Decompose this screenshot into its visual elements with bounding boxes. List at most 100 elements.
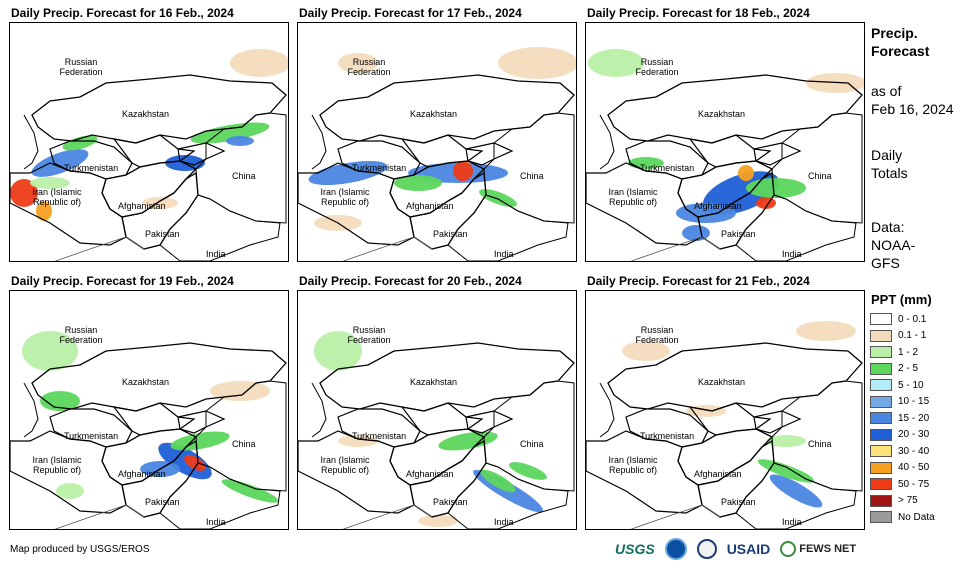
legend-swatch — [870, 313, 892, 325]
caspian-coast — [23, 382, 39, 438]
country-label-russia: Russian Federation — [347, 57, 391, 77]
legend-title: PPT (mm) — [871, 292, 932, 307]
country-label-pakistan: Pakistan — [145, 497, 180, 507]
kyrgyz-tajik-border — [177, 410, 226, 434]
country-label-russia: Russian Federation — [59, 57, 103, 77]
forecast-panel: Daily Precip. Forecast for 18 Feb., 2024… — [585, 6, 865, 262]
arabian-coast — [342, 236, 433, 261]
country-label-afghanistan: Afghanistan — [406, 469, 454, 479]
kyrgyz-tajik-border — [465, 410, 514, 434]
country-label-india: India — [206, 249, 226, 259]
china-border — [195, 380, 287, 492]
caspian-coast — [311, 382, 327, 438]
forecast-panel: Daily Precip. Forecast for 20 Feb., 2024… — [297, 274, 577, 530]
arabian-coast — [54, 504, 145, 529]
legend-label: 0.1 - 1 — [898, 330, 927, 341]
legend-label: 15 - 20 — [898, 412, 930, 424]
china-border — [483, 112, 575, 224]
legend-item: No Data — [870, 510, 935, 524]
iran-border — [586, 430, 703, 514]
arabian-coast — [630, 504, 721, 529]
country-label-kazakhstan: Kazakhstan — [410, 377, 458, 387]
uzbek-border — [400, 402, 484, 436]
sidebar-asof-line1: as of — [871, 83, 902, 99]
country-label-turkmenistan: Turkmenistan — [64, 431, 119, 441]
dos-seal-icon — [696, 539, 717, 559]
uzbek-border — [400, 134, 484, 168]
country-label-russia: Russian Federation — [635, 57, 679, 77]
fews-net-text: FEWS NET — [799, 543, 857, 555]
fews-net-logo: FEWS NET — [780, 541, 856, 557]
legend-item: 0.1 - 1 — [870, 329, 926, 343]
country-label-kazakhstan: Kazakhstan — [410, 109, 458, 119]
legend-item: 40 - 50 — [870, 461, 929, 475]
country-label-kazakhstan: Kazakhstan — [698, 377, 746, 387]
country-label-russia: Russian Federation — [347, 325, 391, 345]
legend-label: > 75 — [898, 495, 918, 506]
precip-map: Russian Federation Kazakhstan Turkmenistan… — [9, 290, 289, 530]
arabian-coast — [630, 236, 721, 261]
country-label-kazakhstan: Kazakhstan — [122, 377, 170, 387]
legend-label: 30 - 40 — [898, 445, 930, 457]
country-label-iran: Iran (Islamic Republic of) — [32, 455, 82, 475]
sidebar-heading-line1: Precip. — [871, 25, 918, 41]
panel-title: Daily Precip. Forecast for 21 Feb., 2024 — [587, 274, 810, 288]
iran-border — [10, 430, 127, 514]
panel-title: Daily Precip. Forecast for 16 Feb., 2024 — [11, 6, 234, 20]
legend-swatch — [870, 494, 892, 507]
country-label-turkmenistan: Turkmenistan — [640, 163, 695, 173]
sidebar-asof-line2: Feb 16, 2024 — [871, 101, 954, 117]
legend-swatch — [870, 346, 892, 358]
legend-item: 50 - 75 — [870, 477, 929, 491]
country-label-kazakhstan: Kazakhstan — [698, 109, 746, 119]
partner-logos: USGS USAID FEWS NET — [615, 538, 856, 560]
country-label-china: China — [520, 439, 544, 449]
country-label-pakistan: Pakistan — [433, 497, 468, 507]
arabian-coast — [342, 504, 433, 529]
country-label-pakistan: Pakistan — [721, 497, 756, 507]
country-label-china: China — [232, 171, 256, 181]
country-label-pakistan: Pakistan — [433, 229, 468, 239]
panel-title: Daily Precip. Forecast for 18 Feb., 2024 — [587, 6, 810, 20]
legend-label: 2 - 5 — [898, 363, 919, 374]
country-label-turkmenistan: Turkmenistan — [64, 163, 119, 173]
legend-item: 5 - 10 — [870, 378, 924, 392]
kyrgyz-tajik-border — [753, 410, 802, 434]
country-label-iran: Iran (Islamic Republic of) — [608, 455, 658, 475]
sidebar-totals-line2: Totals — [871, 165, 908, 181]
iran-border — [298, 430, 415, 514]
legend-label: 0 - 0.1 — [898, 313, 927, 325]
country-label-russia: Russian Federation — [635, 325, 679, 345]
legend-swatch — [870, 445, 892, 457]
legend-label: No Data — [898, 511, 935, 523]
forecast-panel: Daily Precip. Forecast for 19 Feb., 2024… — [9, 274, 289, 530]
precip-map: Russian Federation Kazakhstan Turkmenistan… — [585, 290, 865, 530]
china-border — [771, 112, 863, 224]
usgs-logo: USGS — [615, 541, 655, 557]
china-border — [771, 380, 863, 492]
country-label-afghanistan: Afghanistan — [118, 469, 166, 479]
precip-map: Russian Federation Kazakhstan Turkmenistan… — [297, 22, 577, 262]
forecast-panel: Daily Precip. Forecast for 17 Feb., 2024… — [297, 6, 577, 262]
sidebar-heading-line2: Forecast — [871, 43, 930, 59]
legend-swatch — [870, 412, 892, 424]
uzbek-border — [688, 402, 772, 436]
iran-border — [298, 162, 415, 246]
country-label-pakistan: Pakistan — [721, 229, 756, 239]
legend-label: 20 - 30 — [898, 429, 930, 440]
country-label-india: India — [782, 517, 802, 527]
caspian-coast — [311, 114, 327, 170]
kyrgyz-tajik-border — [465, 142, 514, 166]
legend-item: 20 - 30 — [870, 428, 929, 442]
country-label-china: China — [808, 439, 832, 449]
country-label-turkmenistan: Turkmenistan — [640, 431, 695, 441]
country-label-russia: Russian Federation — [59, 325, 103, 345]
caspian-coast — [23, 114, 39, 170]
country-label-india: India — [206, 517, 226, 527]
legend-swatch — [870, 428, 892, 441]
country-label-china: China — [520, 171, 544, 181]
country-label-india: India — [494, 249, 514, 259]
sidebar-data-line3: GFS — [871, 255, 900, 271]
legend-swatch — [870, 461, 892, 474]
legend-swatch — [870, 511, 892, 523]
